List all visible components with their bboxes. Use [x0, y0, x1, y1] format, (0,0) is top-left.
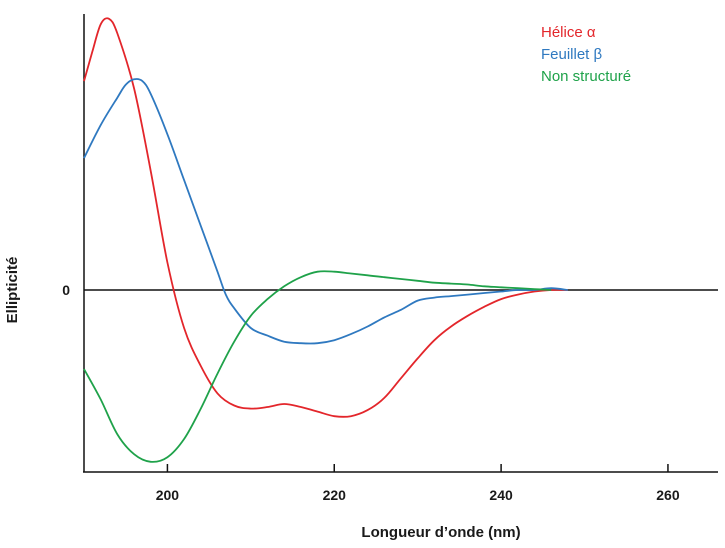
x-tick-label: 240 [489, 487, 513, 503]
series-line-3 [83, 270, 552, 463]
x-tick-label: 260 [656, 487, 680, 503]
legend: Hélice α Feuillet β Non structuré [541, 24, 631, 85]
series-line-2 [83, 78, 568, 345]
x-ticks: 200 220 240 260 0 [62, 282, 680, 503]
series-line-1 [83, 17, 568, 418]
y-axis-title: Ellipticité [4, 257, 21, 324]
x-tick-label: 220 [323, 487, 347, 503]
legend-entry-3: Non structuré [541, 68, 631, 85]
legend-entry-1: Hélice α [541, 24, 596, 41]
x-tick-label: 200 [156, 487, 180, 503]
x-axis-title: Longueur d’onde (nm) [361, 524, 520, 541]
series-layer [83, 17, 568, 463]
y-tick-label: 0 [62, 282, 70, 298]
legend-entry-2: Feuillet β [541, 46, 603, 63]
